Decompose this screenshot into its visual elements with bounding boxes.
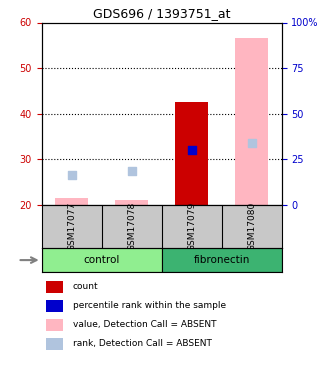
Bar bbox=[46, 300, 63, 312]
Bar bbox=[115, 200, 148, 205]
Point bbox=[249, 140, 254, 146]
Bar bbox=[46, 280, 63, 293]
Point bbox=[129, 168, 134, 174]
Text: percentile rank within the sample: percentile rank within the sample bbox=[73, 301, 226, 310]
Bar bbox=[46, 338, 63, 350]
Bar bbox=[175, 102, 208, 205]
Text: count: count bbox=[73, 282, 99, 291]
Text: GSM17080: GSM17080 bbox=[247, 202, 256, 251]
Bar bbox=[55, 198, 88, 205]
Bar bbox=[42, 248, 162, 272]
Point bbox=[69, 172, 74, 178]
Text: GSM17077: GSM17077 bbox=[67, 202, 76, 251]
Text: value, Detection Call = ABSENT: value, Detection Call = ABSENT bbox=[73, 320, 216, 329]
Bar bbox=[235, 39, 268, 205]
Point bbox=[189, 147, 194, 153]
Text: GSM17079: GSM17079 bbox=[187, 202, 196, 251]
Title: GDS696 / 1393751_at: GDS696 / 1393751_at bbox=[93, 7, 230, 20]
Text: GSM17078: GSM17078 bbox=[127, 202, 136, 251]
Text: rank, Detection Call = ABSENT: rank, Detection Call = ABSENT bbox=[73, 339, 212, 348]
Text: control: control bbox=[84, 255, 120, 265]
Text: fibronectin: fibronectin bbox=[193, 255, 250, 265]
Bar bbox=[162, 248, 282, 272]
Bar bbox=[46, 319, 63, 331]
